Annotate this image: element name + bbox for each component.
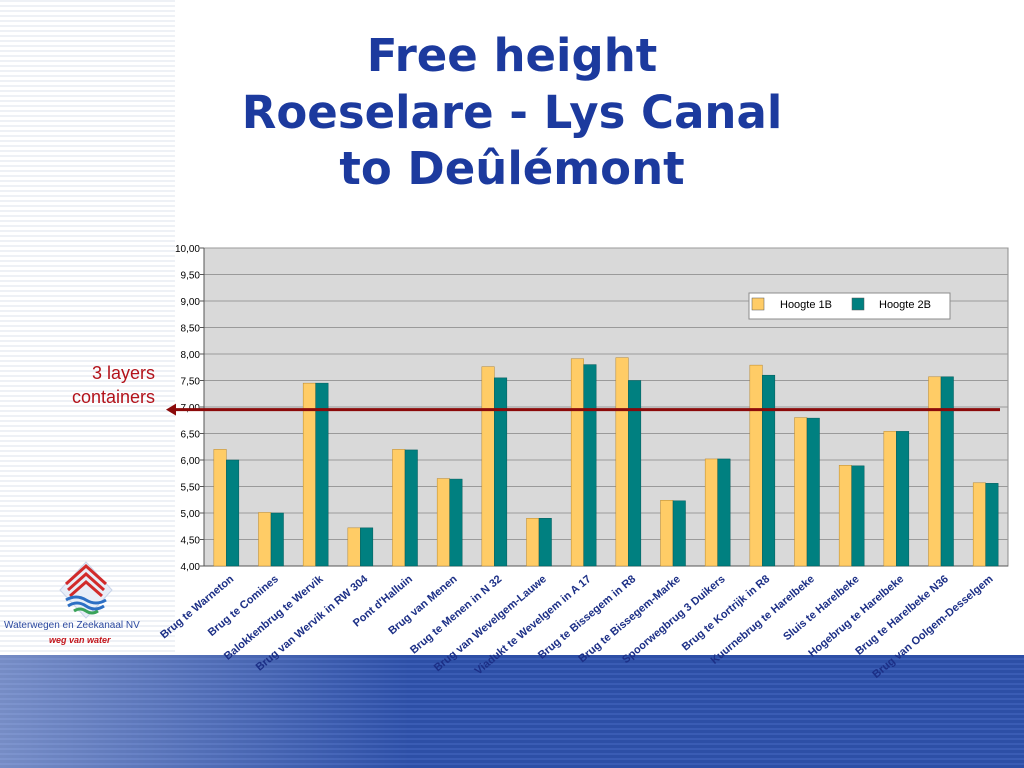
bar-hoogte-1b [526,518,540,567]
bar-hoogte-1b [615,357,629,567]
legend-swatch-hoogte-2b [851,297,865,311]
bar-hoogte-2b [494,377,508,567]
legend-box [748,292,951,320]
background-left-stripes [0,0,175,660]
y-tick-label: 10,00 [175,244,200,255]
bar-hoogte-2b [270,512,284,567]
legend-label-hoogte-2b: Hoogte 2B [879,299,931,311]
bar-hoogte-2b [851,465,865,567]
bar-hoogte-2b [717,458,731,567]
bar-hoogte-2b [226,459,240,567]
bar-hoogte-2b [940,376,954,567]
y-tick-label: 8,00 [181,350,201,361]
bar-hoogte-1b [392,449,406,567]
x-category-label: Brug te Kortrijk in R8 [680,573,772,653]
slide-title: Free height [366,29,658,82]
y-tick-label: 6,00 [181,456,201,467]
company-logo: Waterwegen en Zeekanaal NV weg van water [4,560,174,655]
y-tick-label: 4,00 [181,562,201,573]
x-category-label: Sluis te Harelbeke [781,573,861,643]
logo-wave-icon [59,561,113,619]
legend-swatch-hoogte-1b [751,297,765,311]
y-tick-label: 5,50 [181,483,201,494]
bar-hoogte-1b [794,417,808,567]
background-bottom-fade [0,655,1024,768]
bar-hoogte-1b [749,364,763,567]
reference-line-group [166,403,1000,416]
bar-hoogte-1b [347,527,361,567]
legend: Hoogte 1B Hoogte 2B [748,292,951,320]
y-tick-label: 7,50 [181,377,201,388]
bar-hoogte-1b [972,482,986,567]
bar-hoogte-1b [838,465,852,567]
bar-hoogte-2b [762,374,776,567]
y-tick-label: 8,50 [181,324,201,335]
bar-hoogte-2b [404,449,418,567]
bar-hoogte-1b [436,478,450,567]
bar-hoogte-2b [985,483,999,567]
bar-hoogte-1b [258,512,272,567]
y-tick-label: 4,50 [181,536,201,547]
bar-hoogte-2b [538,518,552,567]
x-category-label: Brug te Warneton [158,573,236,641]
slide-subtitle-line2: to Deûlémont [339,142,685,195]
bar-hoogte-2b [315,382,329,567]
y-tick-label: 9,00 [181,297,201,308]
bar-hoogte-2b [806,417,820,567]
legend-label-hoogte-1b: Hoogte 1B [780,299,832,311]
slide-subtitle-line1: Roeselare - Lys Canal [241,86,783,139]
bar-hoogte-2b [672,500,686,567]
bar-hoogte-2b [583,364,597,567]
annotation-line2: containers [71,387,155,407]
logo-tagline: weg van water [49,635,111,645]
y-tick-label: 5,00 [181,509,201,520]
bar-hoogte-2b [896,431,910,567]
bar-hoogte-1b [928,376,942,567]
reference-arrowhead [166,403,176,416]
bar-hoogte-2b [449,478,463,567]
y-tick-label: 6,50 [181,430,201,441]
bar-hoogte-1b [213,449,227,567]
bar-hoogte-1b [704,458,718,567]
annotation-label: 3 layers containers [40,361,155,409]
annotation-line1: 3 layers [91,363,155,383]
y-tick-label: 9,50 [181,271,201,282]
background-bottom-band [0,655,1024,768]
bar-hoogte-1b [883,431,897,567]
logo-company-name: Waterwegen en Zeekanaal NV [4,620,140,631]
bar-hoogte-2b [360,527,374,567]
bar-hoogte-2b [628,380,642,567]
bar-hoogte-1b [660,500,674,567]
bar-hoogte-1b [481,366,495,567]
bar-hoogte-1b [570,358,584,567]
